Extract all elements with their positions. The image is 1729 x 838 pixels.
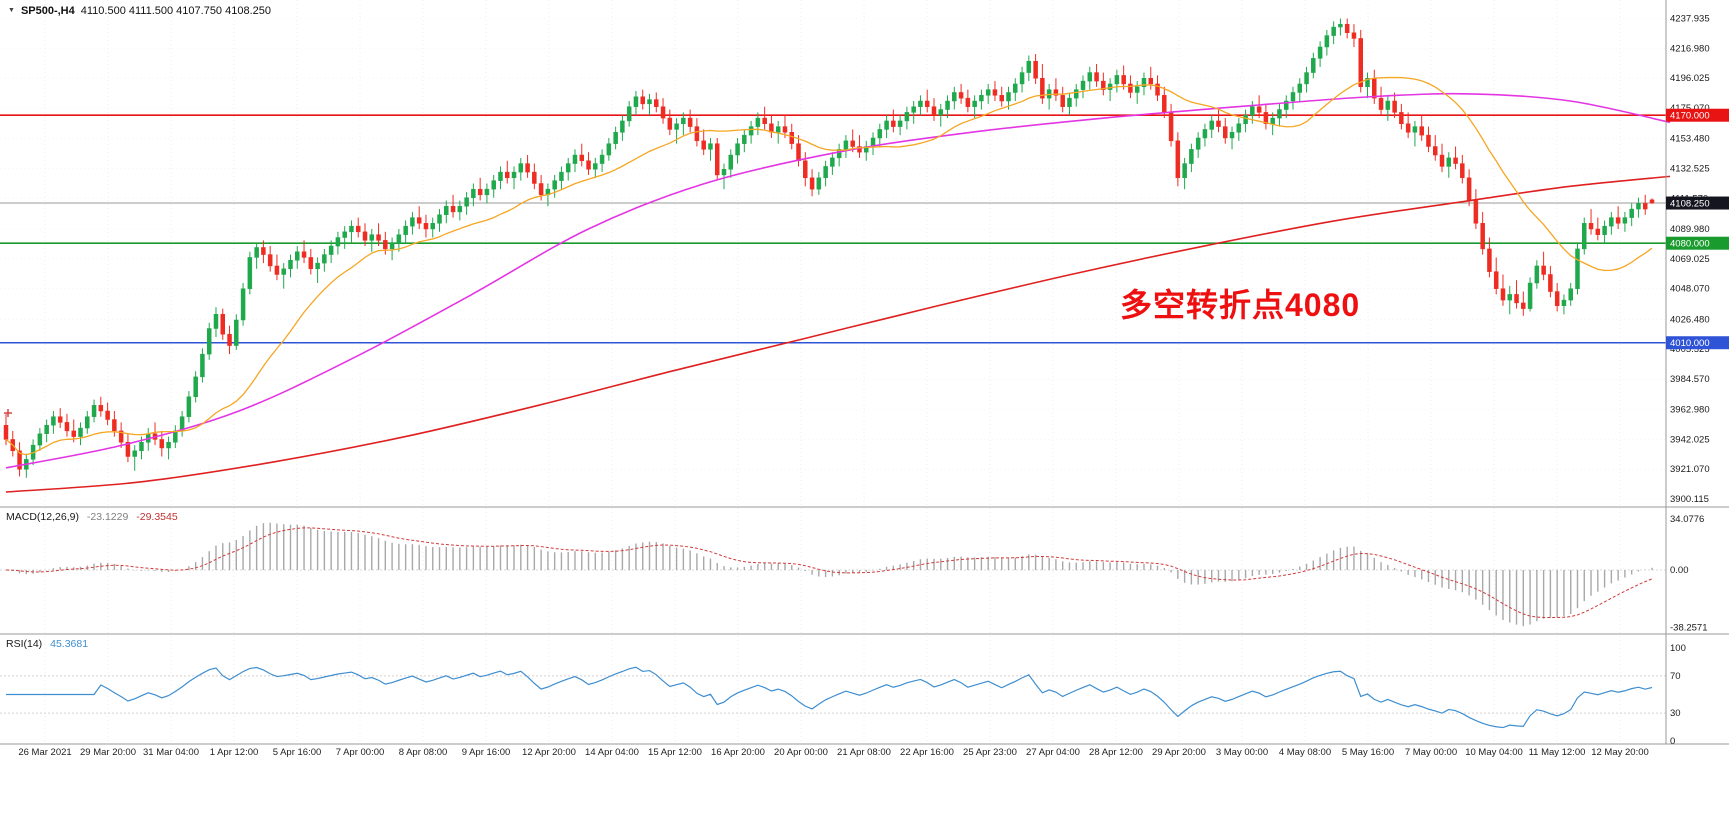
time-axis-label: 12 May 20:00 xyxy=(1591,747,1649,758)
svg-text:3984.570: 3984.570 xyxy=(1670,374,1710,385)
time-axis-label: 28 Apr 12:00 xyxy=(1089,747,1143,758)
time-axis-label: 14 Apr 04:00 xyxy=(585,747,639,758)
time-axis-label: 7 Apr 00:00 xyxy=(336,747,385,758)
time-axis-label: 1 Apr 12:00 xyxy=(210,747,259,758)
rsi-label: RSI(14) xyxy=(6,638,43,650)
current-price-tag: 4108.250 xyxy=(1666,196,1729,210)
ma-slow-red xyxy=(5,175,1671,493)
svg-text:0.00: 0.00 xyxy=(1670,565,1689,576)
cross-marker xyxy=(4,409,12,417)
svg-text:3962.980: 3962.980 xyxy=(1670,405,1710,416)
time-axis-label: 9 Apr 16:00 xyxy=(462,747,511,758)
svg-text:4237.935: 4237.935 xyxy=(1670,14,1710,25)
time-axis-label: 5 Apr 16:00 xyxy=(273,747,322,758)
price-tag-4010.000: 4010.000 xyxy=(1666,336,1729,350)
svg-text:-38.2571: -38.2571 xyxy=(1670,622,1708,633)
svg-text:4153.480: 4153.480 xyxy=(1670,134,1710,145)
svg-text:3942.025: 3942.025 xyxy=(1670,434,1710,445)
time-axis-label: 20 Apr 00:00 xyxy=(774,747,828,758)
grid-layer xyxy=(0,0,1666,744)
svg-text:34.0776: 34.0776 xyxy=(1670,514,1704,525)
macd-label: MACD(12,26,9) xyxy=(6,511,79,523)
rsi-value: 45.3681 xyxy=(50,638,89,650)
svg-text:4048.070: 4048.070 xyxy=(1670,284,1710,295)
time-axis-label: 22 Apr 16:00 xyxy=(900,747,954,758)
pivot-point-annotation[interactable]: 多空转折点4080 xyxy=(1120,287,1361,323)
moving-averages-layer xyxy=(5,76,1671,493)
time-axis-label: 31 Mar 04:00 xyxy=(143,747,199,758)
svg-text:4132.525: 4132.525 xyxy=(1670,164,1710,175)
time-axis-label: 10 May 04:00 xyxy=(1465,747,1523,758)
macd-indicator-header: MACD(12,26,9) -23.1229 -29.3545 xyxy=(6,511,178,523)
svg-text:4069.025: 4069.025 xyxy=(1670,254,1710,265)
time-axis-label: 21 Apr 08:00 xyxy=(837,747,891,758)
svg-text:70: 70 xyxy=(1670,671,1681,682)
symbol-name: SP500-,H4 xyxy=(20,5,75,17)
time-axis-label: 12 Apr 20:00 xyxy=(522,747,576,758)
symbol-ohlc-values: 4110.500 4111.500 4107.750 4108.250 xyxy=(80,5,271,17)
time-axis-label: 25 Apr 23:00 xyxy=(963,747,1017,758)
axes-layer: 4237.935 4216.980 4196.025 4175.070 4153.480… xyxy=(0,0,1729,758)
time-axis-label: 29 Apr 20:00 xyxy=(1152,747,1206,758)
svg-text:3900.115: 3900.115 xyxy=(1670,494,1709,505)
ma-mid-magenta xyxy=(5,92,1671,469)
candles-layer xyxy=(3,18,1655,478)
time-axis-label: 4 May 08:00 xyxy=(1279,747,1331,758)
time-axis-label: 7 May 00:00 xyxy=(1405,747,1457,758)
svg-text:4089.980: 4089.980 xyxy=(1670,224,1710,235)
svg-text:4216.980: 4216.980 xyxy=(1670,43,1710,54)
svg-text:4175.070: 4175.070 xyxy=(1670,103,1710,114)
time-axis-label: 11 May 12:00 xyxy=(1529,747,1586,758)
rsi-line xyxy=(6,666,1653,729)
macd-main-value: -23.1229 xyxy=(86,511,129,523)
macd-signal-line xyxy=(5,527,1653,618)
ma-fast-orange xyxy=(5,76,1653,456)
symbol-info: ▼ SP500-,H4 4110.500 4111.500 4107.750 4… xyxy=(8,5,271,17)
svg-text:100: 100 xyxy=(1670,643,1686,654)
svg-text:30: 30 xyxy=(1670,708,1681,719)
svg-text:4026.480: 4026.480 xyxy=(1670,314,1710,325)
svg-text:4196.025: 4196.025 xyxy=(1670,73,1710,84)
time-axis-label: 27 Apr 04:00 xyxy=(1026,747,1080,758)
time-axis-label: 15 Apr 12:00 xyxy=(648,747,702,758)
svg-text:4108.250: 4108.250 xyxy=(1670,199,1710,210)
time-axis-label: 26 Mar 2021 xyxy=(18,747,71,758)
svg-text:0: 0 xyxy=(1670,736,1675,747)
chart-shift-icon: ▼ xyxy=(8,6,15,14)
time-axis-label: 3 May 00:00 xyxy=(1216,747,1268,758)
time-axis-label: 8 Apr 08:00 xyxy=(399,747,448,758)
horizontal-levels-layer[interactable] xyxy=(0,114,1666,417)
indicator-panes-layer xyxy=(0,522,1666,729)
svg-text:4005.525: 4005.525 xyxy=(1670,344,1710,355)
rsi-indicator-header: RSI(14) 45.3681 xyxy=(6,638,88,650)
price-tag-4170.000: 4170.000 xyxy=(1666,108,1729,122)
time-axis-label: 29 Mar 20:00 xyxy=(80,747,136,758)
svg-text:4080.000: 4080.000 xyxy=(1670,239,1710,250)
macd-signal-value: -29.3545 xyxy=(136,511,178,523)
svg-text:4010.000: 4010.000 xyxy=(1670,338,1710,349)
time-axis-label: 5 May 16:00 xyxy=(1342,747,1394,758)
svg-text:3921.070: 3921.070 xyxy=(1670,464,1710,475)
price-tag-4080.000: 4080.000 xyxy=(1666,236,1729,250)
svg-text:4170.000: 4170.000 xyxy=(1670,111,1710,122)
time-axis-label: 16 Apr 20:00 xyxy=(711,747,765,758)
